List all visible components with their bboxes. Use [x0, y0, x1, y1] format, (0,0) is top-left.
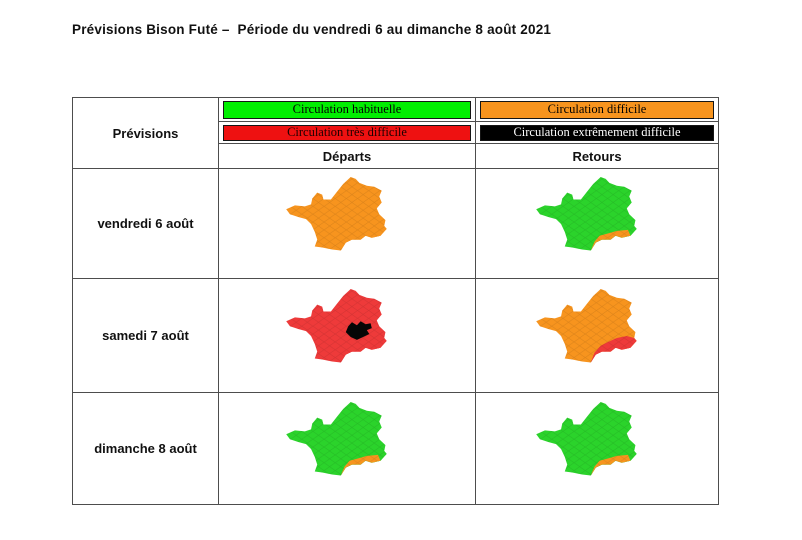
departments-texture — [286, 176, 387, 250]
map-cell-dimanche-retours — [476, 393, 718, 504]
france-map — [286, 401, 387, 475]
previsions-header-cell: Prévisions — [73, 98, 219, 169]
legend-label-tres-difficile: Circulation très difficile — [287, 125, 407, 140]
day-label-text: dimanche 8 août — [94, 441, 197, 456]
map-cell-samedi-departs — [219, 279, 476, 393]
map-cell-vendredi-retours — [476, 169, 718, 279]
column-header-retours: Retours — [476, 144, 718, 169]
departments-texture — [286, 288, 387, 362]
departments-texture — [536, 176, 637, 250]
legend-band-habituelle: Circulation habituelle — [223, 100, 471, 119]
row-label-vendredi: vendredi 6 août — [73, 169, 219, 279]
departments-texture — [286, 401, 387, 475]
france-map — [286, 288, 387, 362]
legend-cell-tres-difficile: Circulation très difficile — [219, 122, 476, 144]
legend-label-habituelle: Circulation habituelle — [292, 102, 402, 117]
previsions-label: Prévisions — [112, 125, 179, 141]
retours-label: Retours — [572, 148, 622, 164]
map-cell-samedi-retours — [476, 279, 718, 393]
map-cell-vendredi-departs — [219, 169, 476, 279]
legend-cell-extremement-difficile: Circulation extrêmement difficile — [476, 122, 718, 144]
forecast-table: Prévisions Circulation habituelle Circul… — [72, 97, 719, 505]
legend-band-extremement-difficile: Circulation extrêmement difficile — [480, 124, 714, 141]
departments-texture — [536, 401, 637, 475]
france-map — [536, 401, 637, 475]
legend-cell-difficile: Circulation difficile — [476, 98, 718, 122]
france-map — [286, 176, 387, 250]
day-label-text: vendredi 6 août — [97, 216, 194, 231]
departs-label: Départs — [322, 148, 372, 164]
page-title: Prévisions Bison Futé – Période du vendr… — [72, 22, 552, 37]
day-label-text: samedi 7 août — [102, 328, 189, 343]
france-map — [536, 288, 637, 362]
legend-cell-habituelle: Circulation habituelle — [219, 98, 476, 122]
map-cell-dimanche-departs — [219, 393, 476, 504]
row-label-dimanche: dimanche 8 août — [73, 393, 219, 504]
legend-label-extremement-difficile: Circulation extrêmement difficile — [513, 125, 681, 140]
legend-band-difficile: Circulation difficile — [480, 100, 714, 119]
france-map — [536, 176, 637, 250]
column-header-departs: Départs — [219, 144, 476, 169]
departments-texture — [536, 288, 637, 362]
legend-label-difficile: Circulation difficile — [547, 102, 647, 117]
row-label-samedi: samedi 7 août — [73, 279, 219, 393]
legend-band-tres-difficile: Circulation très difficile — [223, 124, 471, 141]
